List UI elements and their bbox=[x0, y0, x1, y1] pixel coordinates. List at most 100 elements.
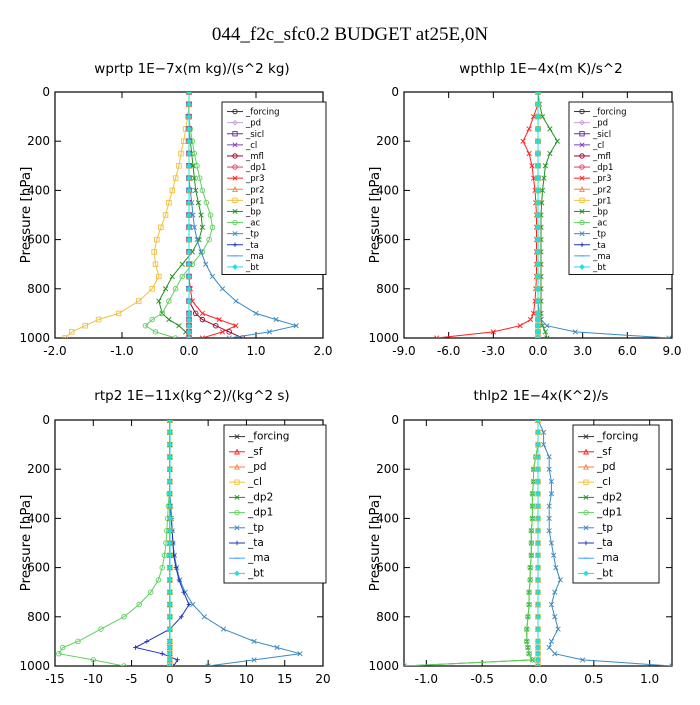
data-point bbox=[172, 335, 179, 338]
data-point bbox=[535, 644, 541, 651]
data-point bbox=[528, 527, 535, 534]
series-bt bbox=[535, 420, 541, 666]
data-point bbox=[166, 453, 173, 460]
data-point bbox=[535, 298, 541, 305]
legend-label: _pr1 bbox=[592, 196, 612, 206]
legend-entry: _ma bbox=[229, 552, 270, 564]
data-point bbox=[547, 150, 553, 157]
data-point bbox=[535, 503, 541, 510]
data-point bbox=[158, 224, 164, 231]
data-point bbox=[251, 638, 257, 645]
legend-box bbox=[568, 101, 674, 275]
data-point bbox=[133, 645, 138, 650]
data-point bbox=[152, 329, 159, 335]
x-tick-label: 5 bbox=[204, 672, 212, 686]
legend-label: _cl bbox=[245, 141, 257, 151]
x-tick-label: 9.0 bbox=[662, 344, 681, 358]
legend-marker bbox=[583, 509, 589, 516]
data-point bbox=[56, 650, 62, 657]
series-group bbox=[62, 92, 299, 338]
data-point bbox=[198, 249, 204, 255]
data-point bbox=[186, 248, 192, 255]
data-point bbox=[530, 175, 537, 181]
legend-label: _tp bbox=[592, 230, 606, 240]
legend-label: _bp bbox=[592, 207, 608, 217]
legend-entry: _cl bbox=[229, 476, 262, 488]
data-point bbox=[206, 236, 212, 243]
data-point bbox=[535, 601, 541, 608]
data-point bbox=[535, 101, 541, 108]
data-point bbox=[166, 527, 173, 534]
data-point bbox=[166, 564, 173, 571]
series-group bbox=[434, 92, 672, 338]
data-point bbox=[535, 335, 541, 338]
series-line bbox=[64, 92, 190, 338]
data-point bbox=[166, 540, 173, 546]
data-point bbox=[546, 644, 552, 651]
data-point bbox=[535, 650, 541, 657]
legend-marker bbox=[583, 448, 589, 455]
data-point bbox=[166, 644, 173, 651]
data-point bbox=[191, 175, 197, 181]
data-point bbox=[404, 663, 407, 666]
data-point bbox=[297, 651, 303, 657]
data-point bbox=[524, 638, 530, 645]
legend-entry: _tp bbox=[229, 522, 264, 534]
data-point bbox=[539, 113, 546, 120]
legend-marker bbox=[234, 448, 240, 455]
data-point bbox=[535, 515, 541, 522]
data-point bbox=[209, 273, 216, 280]
legend-label: _ma bbox=[245, 252, 264, 262]
data-point bbox=[528, 540, 535, 546]
data-point bbox=[526, 601, 532, 608]
data-point bbox=[546, 515, 552, 522]
data-point bbox=[551, 552, 557, 558]
data-point bbox=[186, 310, 192, 317]
data-point bbox=[548, 540, 555, 546]
legend-label: _ac bbox=[245, 219, 260, 229]
legend-entry: _cl bbox=[578, 476, 611, 488]
data-point bbox=[156, 298, 162, 304]
x-tick-label: 15 bbox=[277, 672, 292, 686]
legend-label: _forcing bbox=[596, 431, 638, 443]
legend-marker bbox=[583, 570, 589, 577]
legend-marker bbox=[583, 494, 589, 500]
data-point bbox=[155, 577, 162, 583]
data-point bbox=[68, 329, 75, 335]
data-point bbox=[530, 113, 537, 120]
legend-label: _ma bbox=[247, 552, 270, 564]
x-tick-label: -6.0 bbox=[437, 344, 460, 358]
data-point bbox=[166, 601, 173, 608]
legend-marker bbox=[579, 219, 585, 226]
legend-marker bbox=[579, 175, 585, 181]
y-tick-label: 600 bbox=[376, 233, 399, 247]
data-point bbox=[535, 564, 541, 571]
x-tick-label: 1.0 bbox=[640, 672, 659, 686]
legend-entry: _ta bbox=[229, 537, 264, 549]
legend-marker bbox=[232, 108, 238, 115]
data-point bbox=[199, 316, 206, 323]
legend-marker bbox=[234, 463, 240, 470]
data-point bbox=[149, 286, 155, 292]
y-tick-label: 0 bbox=[391, 413, 399, 427]
legend-label: _sf bbox=[247, 446, 263, 458]
legend-label: _ta bbox=[247, 537, 264, 549]
x-tick-label: -9.0 bbox=[392, 344, 415, 358]
data-point bbox=[219, 286, 226, 292]
data-point bbox=[166, 626, 173, 633]
legend-entry: _tp bbox=[227, 230, 259, 240]
chart-panel-4: thlp2 1E−4x(K^2)/s Pressure [hPa] -1.0 -0.5… bbox=[367, 388, 673, 686]
legend-marker bbox=[232, 164, 238, 170]
data-point bbox=[669, 663, 672, 666]
x-tick-label: -1.0 bbox=[110, 344, 133, 358]
legend-label: _cl bbox=[592, 141, 604, 151]
legend-entry: _ma bbox=[574, 252, 611, 262]
legend-entry: _pr2 bbox=[227, 185, 265, 195]
data-point bbox=[535, 261, 541, 268]
legend-marker bbox=[234, 479, 240, 485]
y-tick-label: 800 bbox=[376, 282, 399, 296]
data-point bbox=[186, 298, 192, 305]
legend-marker bbox=[234, 509, 240, 516]
data-point bbox=[166, 429, 173, 436]
data-point bbox=[266, 329, 273, 335]
